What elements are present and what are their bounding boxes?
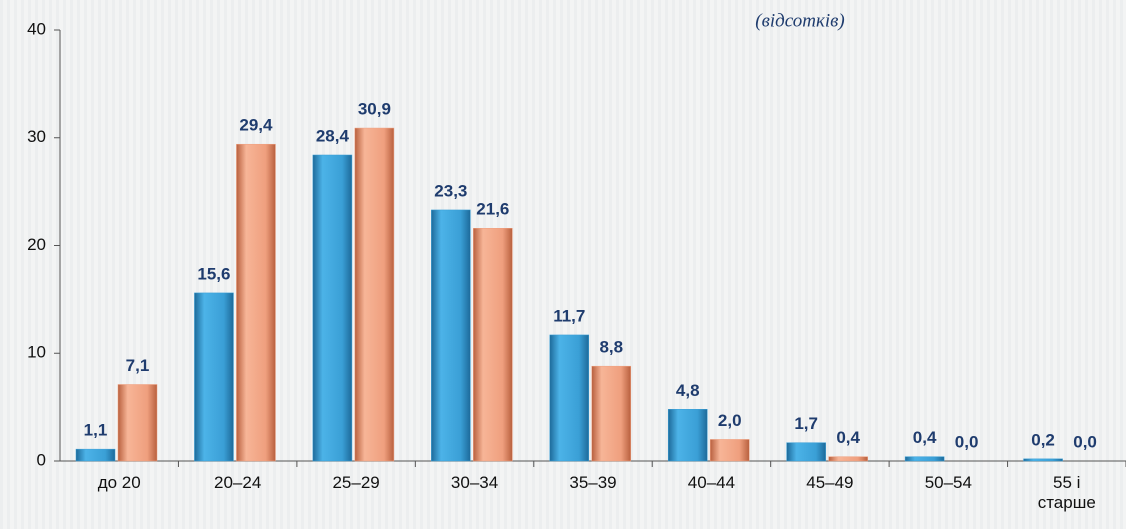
x-tick-label: 45–49 — [806, 473, 854, 492]
value-label: 2,0 — [718, 411, 742, 430]
bar — [312, 154, 353, 462]
value-label: 0,4 — [836, 428, 860, 447]
bar — [786, 442, 826, 462]
bar — [354, 127, 395, 462]
bar — [828, 456, 868, 462]
y-tick-label: 10 — [27, 343, 46, 362]
x-tick-label: 30–34 — [450, 473, 499, 492]
x-tick-label: 40–44 — [687, 473, 736, 492]
x-tick-label: 35–39 — [569, 473, 617, 492]
x-tick-label: 20–24 — [214, 473, 262, 492]
y-tick-label: 20 — [27, 235, 46, 254]
value-label: 29,4 — [239, 116, 273, 135]
value-label: 0,2 — [1031, 430, 1055, 449]
value-label: 1,1 — [84, 421, 108, 440]
y-tick-label: 40 — [27, 19, 46, 38]
bar — [709, 439, 750, 462]
bar — [667, 409, 708, 462]
bar — [117, 384, 158, 462]
bar — [431, 209, 471, 462]
bar — [473, 228, 513, 462]
value-label: 30,9 — [358, 100, 391, 119]
value-label: 21,6 — [476, 200, 509, 219]
bar — [1023, 458, 1063, 462]
value-label: 0,0 — [1073, 432, 1097, 451]
value-label: 28,4 — [316, 126, 350, 145]
bar — [549, 334, 590, 462]
value-label: 4,8 — [676, 381, 700, 400]
x-tick-label: 50–54 — [924, 473, 972, 492]
x-tick-label: до 20 — [97, 473, 141, 492]
y-tick-label: 30 — [27, 127, 46, 146]
x-tick-label: 55 і старше — [1037, 473, 1096, 512]
chart-subtitle: (відсотків) — [755, 10, 844, 31]
value-label: 0,0 — [955, 432, 979, 451]
value-label: 23,3 — [434, 181, 467, 200]
bar — [904, 456, 945, 462]
value-label: 8,8 — [599, 338, 623, 357]
value-label: 0,4 — [913, 428, 937, 447]
bar — [75, 448, 116, 462]
bar — [236, 143, 276, 462]
value-label: 11,7 — [553, 306, 585, 325]
value-label: 7,1 — [126, 356, 150, 375]
bar — [194, 292, 234, 462]
bar — [591, 365, 632, 462]
y-tick-label: 0 — [37, 450, 46, 469]
value-label: 15,6 — [197, 264, 230, 283]
x-tick-label: 25–29 — [332, 473, 380, 492]
value-label: 1,7 — [794, 414, 818, 433]
